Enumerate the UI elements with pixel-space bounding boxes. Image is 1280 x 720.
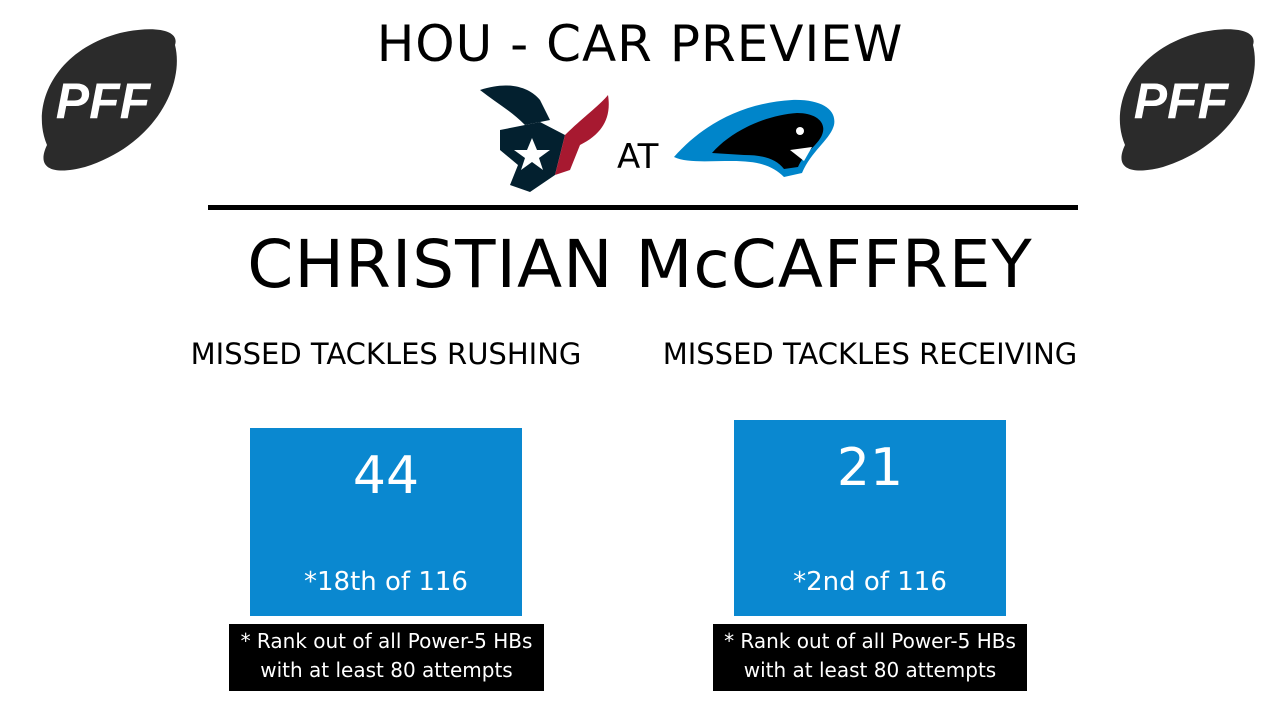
texans-logo xyxy=(470,80,615,198)
stat-label-receiving: MISSED TACKLES RECEIVING xyxy=(662,337,1078,371)
panthers-logo xyxy=(672,95,842,180)
stat-value-rushing: 44 xyxy=(352,446,420,506)
rank-note-rushing: * Rank out of all Power-5 HBs with at le… xyxy=(229,624,544,691)
rank-note-receiving: * Rank out of all Power-5 HBs with at le… xyxy=(713,624,1027,691)
rank-note-line2: with at least 80 attempts xyxy=(260,658,513,682)
rank-note-line2: with at least 80 attempts xyxy=(743,658,997,682)
rank-note-line1: * Rank out of all Power-5 HBs xyxy=(240,629,533,653)
stat-value-receiving: 21 xyxy=(836,438,904,498)
pff-logo-left: PFF xyxy=(25,25,177,175)
svg-text:PFF: PFF xyxy=(56,73,152,129)
at-label: AT xyxy=(617,137,659,177)
header-divider xyxy=(208,205,1078,210)
stat-box-rushing: 44 *18th of 116 xyxy=(250,428,522,616)
page-title: HOU - CAR PREVIEW xyxy=(376,15,904,73)
pff-logo-right: PFF xyxy=(1103,25,1255,175)
player-name: CHRISTIAN McCAFFREY xyxy=(247,226,1033,303)
stat-rank-receiving: *2nd of 116 xyxy=(793,567,947,597)
stat-rank-rushing: *18th of 116 xyxy=(304,567,468,597)
stat-label-rushing: MISSED TACKLES RUSHING xyxy=(190,337,582,371)
svg-text:PFF: PFF xyxy=(1134,73,1230,129)
rank-note-line1: * Rank out of all Power-5 HBs xyxy=(724,629,1016,653)
stat-box-receiving: 21 *2nd of 116 xyxy=(734,420,1006,616)
